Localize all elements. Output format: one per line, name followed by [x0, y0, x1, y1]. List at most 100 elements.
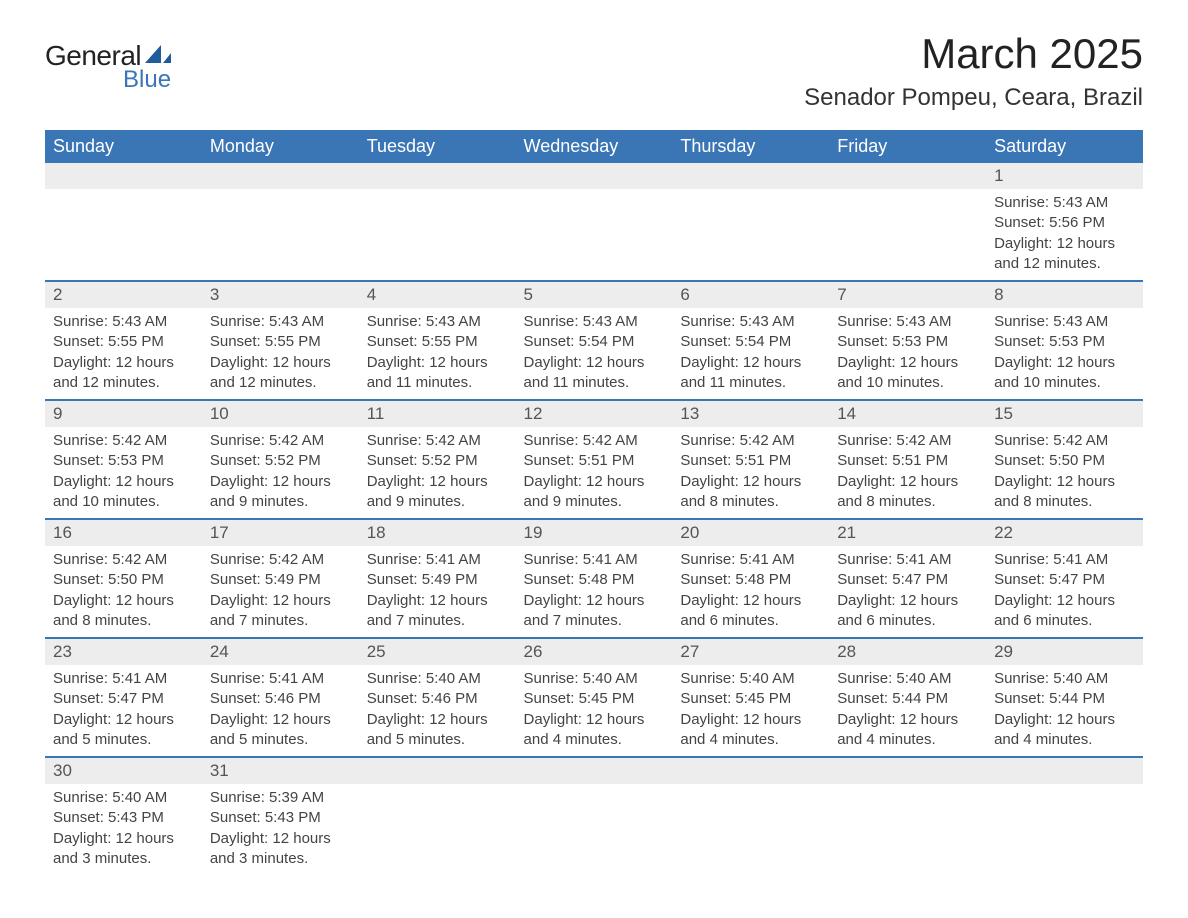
day-daylight2: and 6 minutes. [837, 611, 978, 631]
day-daylight1: Daylight: 12 hours [53, 353, 194, 373]
day-daylight1: Daylight: 12 hours [210, 829, 351, 849]
day-sunset: Sunset: 5:47 PM [837, 570, 978, 590]
day-daylight1: Daylight: 12 hours [994, 353, 1135, 373]
day-sunrise: Sunrise: 5:40 AM [53, 788, 194, 808]
day-sunset: Sunset: 5:43 PM [210, 808, 351, 828]
day-sunset: Sunset: 5:51 PM [680, 451, 821, 471]
day-daylight1: Daylight: 12 hours [367, 472, 508, 492]
day-daylight2: and 4 minutes. [994, 730, 1135, 750]
day-cell: Sunrise: 5:42 AMSunset: 5:52 PMDaylight:… [359, 427, 516, 519]
day-number: 27 [672, 638, 829, 665]
day-number: 6 [672, 281, 829, 308]
day-daylight1: Daylight: 12 hours [367, 710, 508, 730]
day-number [672, 757, 829, 784]
day-number: 7 [829, 281, 986, 308]
day-sunset: Sunset: 5:55 PM [367, 332, 508, 352]
weekday-header: Tuesday [359, 130, 516, 163]
day-cell: Sunrise: 5:41 AMSunset: 5:47 PMDaylight:… [986, 546, 1143, 638]
day-cell: Sunrise: 5:42 AMSunset: 5:53 PMDaylight:… [45, 427, 202, 519]
day-sunset: Sunset: 5:56 PM [994, 213, 1135, 233]
day-data-row: Sunrise: 5:41 AMSunset: 5:47 PMDaylight:… [45, 665, 1143, 757]
day-number: 29 [986, 638, 1143, 665]
day-sunrise: Sunrise: 5:43 AM [837, 312, 978, 332]
day-data-row: Sunrise: 5:43 AMSunset: 5:55 PMDaylight:… [45, 308, 1143, 400]
day-daylight2: and 11 minutes. [524, 373, 665, 393]
day-sunset: Sunset: 5:43 PM [53, 808, 194, 828]
day-daylight1: Daylight: 12 hours [680, 591, 821, 611]
day-cell: Sunrise: 5:40 AMSunset: 5:45 PMDaylight:… [516, 665, 673, 757]
day-number: 21 [829, 519, 986, 546]
day-daylight2: and 6 minutes. [680, 611, 821, 631]
day-daylight1: Daylight: 12 hours [53, 710, 194, 730]
day-cell: Sunrise: 5:42 AMSunset: 5:51 PMDaylight:… [829, 427, 986, 519]
day-number: 14 [829, 400, 986, 427]
day-daylight2: and 4 minutes. [837, 730, 978, 750]
day-daylight2: and 5 minutes. [53, 730, 194, 750]
day-sunrise: Sunrise: 5:42 AM [680, 431, 821, 451]
day-data-row: Sunrise: 5:43 AMSunset: 5:56 PMDaylight:… [45, 189, 1143, 281]
day-daylight2: and 12 minutes. [994, 254, 1135, 274]
day-cell [672, 189, 829, 281]
day-data-row: Sunrise: 5:42 AMSunset: 5:50 PMDaylight:… [45, 546, 1143, 638]
day-cell [359, 189, 516, 281]
day-sunrise: Sunrise: 5:41 AM [53, 669, 194, 689]
day-number [986, 757, 1143, 784]
day-number [516, 163, 673, 189]
day-cell: Sunrise: 5:40 AMSunset: 5:45 PMDaylight:… [672, 665, 829, 757]
day-number: 10 [202, 400, 359, 427]
day-sunrise: Sunrise: 5:43 AM [53, 312, 194, 332]
day-daylight2: and 6 minutes. [994, 611, 1135, 631]
day-sunrise: Sunrise: 5:40 AM [994, 669, 1135, 689]
daynum-row: 23242526272829 [45, 638, 1143, 665]
daynum-row: 9101112131415 [45, 400, 1143, 427]
weekday-header: Sunday [45, 130, 202, 163]
day-cell: Sunrise: 5:40 AMSunset: 5:44 PMDaylight:… [829, 665, 986, 757]
day-sunset: Sunset: 5:48 PM [680, 570, 821, 590]
day-daylight2: and 9 minutes. [367, 492, 508, 512]
day-cell: Sunrise: 5:43 AMSunset: 5:55 PMDaylight:… [359, 308, 516, 400]
day-sunset: Sunset: 5:53 PM [994, 332, 1135, 352]
day-cell: Sunrise: 5:42 AMSunset: 5:50 PMDaylight:… [986, 427, 1143, 519]
day-cell: Sunrise: 5:40 AMSunset: 5:46 PMDaylight:… [359, 665, 516, 757]
day-cell: Sunrise: 5:43 AMSunset: 5:54 PMDaylight:… [516, 308, 673, 400]
day-number: 18 [359, 519, 516, 546]
day-cell [516, 189, 673, 281]
day-sunrise: Sunrise: 5:41 AM [994, 550, 1135, 570]
day-daylight1: Daylight: 12 hours [837, 591, 978, 611]
day-sunset: Sunset: 5:49 PM [367, 570, 508, 590]
day-cell [829, 189, 986, 281]
day-daylight2: and 11 minutes. [680, 373, 821, 393]
day-sunrise: Sunrise: 5:43 AM [210, 312, 351, 332]
day-sunrise: Sunrise: 5:42 AM [53, 431, 194, 451]
day-cell [516, 784, 673, 875]
day-cell: Sunrise: 5:43 AMSunset: 5:55 PMDaylight:… [202, 308, 359, 400]
day-daylight2: and 5 minutes. [210, 730, 351, 750]
day-daylight1: Daylight: 12 hours [524, 710, 665, 730]
day-cell: Sunrise: 5:42 AMSunset: 5:51 PMDaylight:… [516, 427, 673, 519]
day-daylight1: Daylight: 12 hours [524, 591, 665, 611]
day-number: 1 [986, 163, 1143, 189]
day-sunrise: Sunrise: 5:42 AM [994, 431, 1135, 451]
title-block: March 2025 Senador Pompeu, Ceara, Brazil [804, 30, 1143, 112]
day-data-row: Sunrise: 5:40 AMSunset: 5:43 PMDaylight:… [45, 784, 1143, 875]
day-cell: Sunrise: 5:41 AMSunset: 5:48 PMDaylight:… [672, 546, 829, 638]
weekday-header: Monday [202, 130, 359, 163]
day-number [829, 163, 986, 189]
day-sunset: Sunset: 5:55 PM [210, 332, 351, 352]
day-sunrise: Sunrise: 5:42 AM [367, 431, 508, 451]
day-number: 3 [202, 281, 359, 308]
day-sunset: Sunset: 5:44 PM [837, 689, 978, 709]
day-sunset: Sunset: 5:45 PM [524, 689, 665, 709]
day-sunset: Sunset: 5:47 PM [994, 570, 1135, 590]
day-cell: Sunrise: 5:43 AMSunset: 5:53 PMDaylight:… [986, 308, 1143, 400]
day-daylight1: Daylight: 12 hours [837, 472, 978, 492]
day-daylight2: and 5 minutes. [367, 730, 508, 750]
day-sunrise: Sunrise: 5:40 AM [837, 669, 978, 689]
day-number: 23 [45, 638, 202, 665]
day-sunset: Sunset: 5:46 PM [210, 689, 351, 709]
day-daylight2: and 12 minutes. [210, 373, 351, 393]
day-cell: Sunrise: 5:42 AMSunset: 5:49 PMDaylight:… [202, 546, 359, 638]
day-sunset: Sunset: 5:51 PM [837, 451, 978, 471]
day-cell: Sunrise: 5:42 AMSunset: 5:50 PMDaylight:… [45, 546, 202, 638]
day-sunrise: Sunrise: 5:42 AM [210, 431, 351, 451]
